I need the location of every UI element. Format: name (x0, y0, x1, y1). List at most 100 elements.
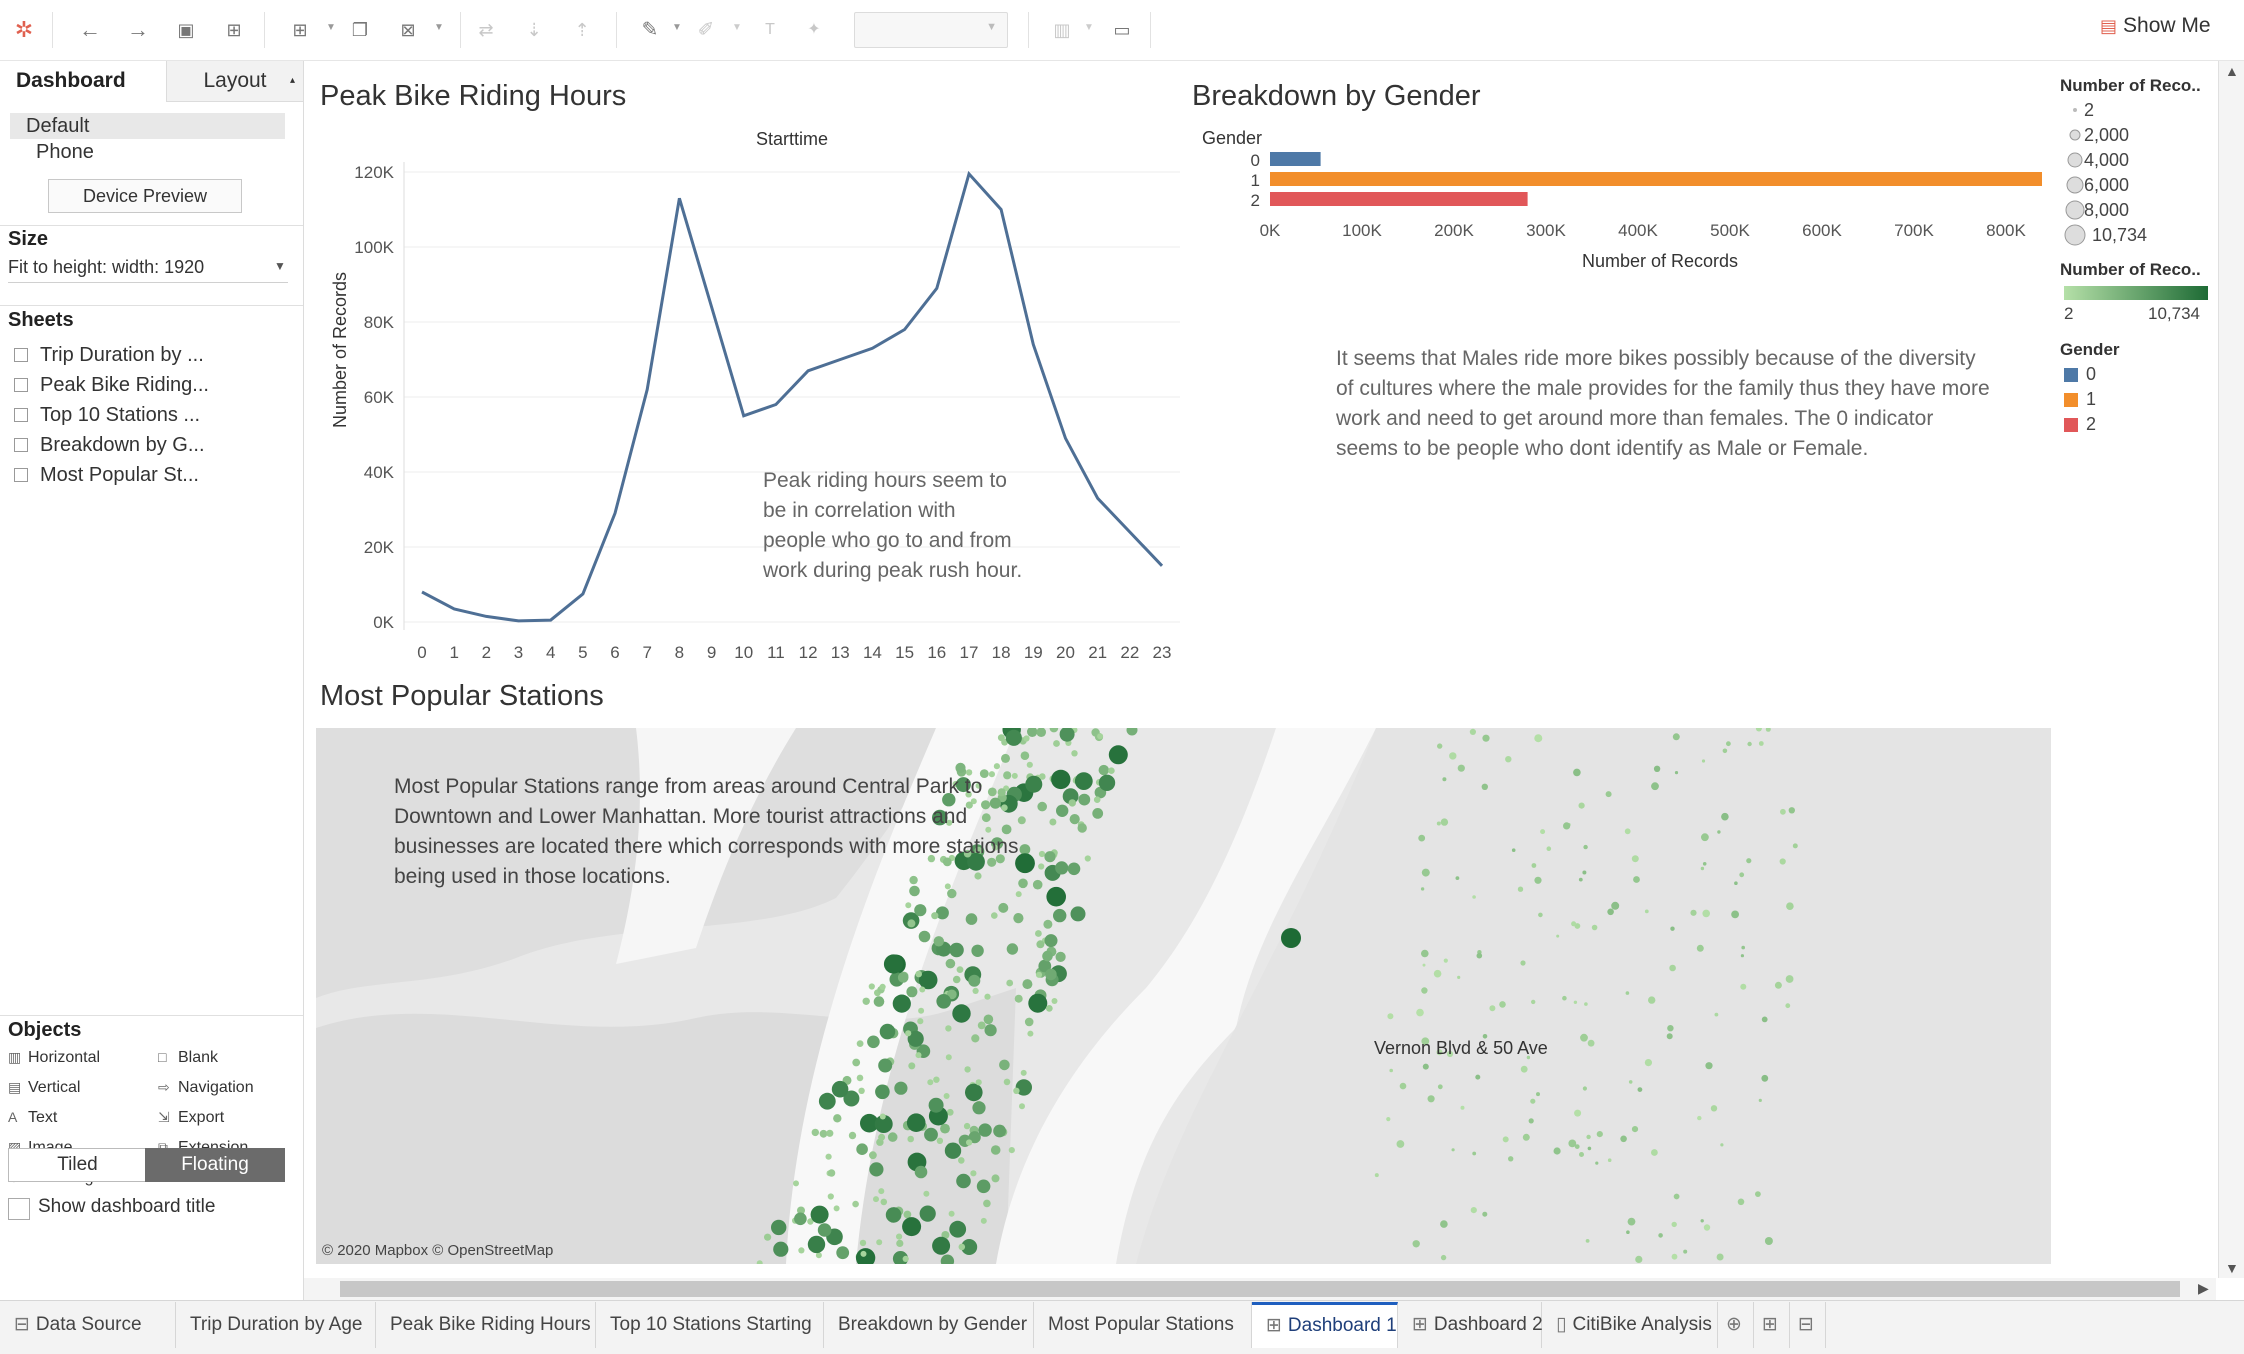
station-marker[interactable] (1508, 1156, 1514, 1162)
station-marker[interactable] (902, 1217, 922, 1237)
station-marker[interactable] (924, 1127, 938, 1142)
station-marker[interactable] (1071, 750, 1078, 757)
station-marker[interactable] (1702, 862, 1707, 866)
station-marker[interactable] (1045, 968, 1057, 981)
gender-swatch-0[interactable] (2064, 368, 2078, 382)
station-marker[interactable] (1534, 734, 1543, 743)
object-text[interactable]: A Text (8, 1109, 57, 1127)
station-marker[interactable] (825, 1153, 832, 1160)
station-marker[interactable] (978, 1123, 992, 1137)
station-marker[interactable] (797, 1206, 805, 1215)
station-marker[interactable] (859, 1239, 867, 1247)
station-marker[interactable] (1651, 782, 1659, 791)
station-marker[interactable] (858, 1087, 865, 1094)
station-marker[interactable] (992, 844, 998, 851)
station-marker[interactable] (1035, 930, 1042, 937)
station-marker[interactable] (1625, 991, 1630, 995)
station-marker[interactable] (1584, 1002, 1588, 1006)
station-marker[interactable] (883, 954, 904, 974)
station-marker[interactable] (1792, 843, 1798, 849)
show-me-button[interactable]: ▤ Show Me (2100, 14, 2211, 44)
station-marker[interactable] (1097, 733, 1104, 740)
station-marker[interactable] (918, 1007, 925, 1014)
object-vertical[interactable]: ▤ Vertical (8, 1079, 80, 1097)
station-marker[interactable] (1511, 848, 1516, 852)
station-marker[interactable] (965, 769, 973, 776)
station-marker[interactable] (931, 912, 939, 920)
station-marker[interactable] (1449, 752, 1457, 760)
station-marker[interactable] (1667, 1025, 1674, 1032)
station-marker[interactable] (856, 1074, 864, 1082)
station-marker[interactable] (970, 1170, 977, 1177)
station-marker[interactable] (794, 1212, 807, 1226)
station-marker[interactable] (1531, 863, 1537, 868)
station-marker[interactable] (810, 1205, 829, 1224)
station-marker[interactable] (990, 1145, 1001, 1155)
station-marker[interactable] (1440, 818, 1449, 826)
station-marker[interactable] (1779, 858, 1786, 865)
device-default[interactable]: Default (10, 113, 285, 139)
tab-top-10-stations[interactable]: Top 10 Stations Starting (596, 1302, 824, 1348)
bar-2[interactable] (1270, 192, 1528, 206)
size-dropdown[interactable]: Fit to height: width: 1920 (8, 257, 288, 283)
station-marker[interactable] (1067, 862, 1081, 876)
station-marker[interactable] (1418, 834, 1426, 842)
station-marker[interactable] (946, 819, 953, 826)
station-marker[interactable] (1421, 868, 1430, 877)
station-marker[interactable] (1635, 1255, 1643, 1263)
station-marker[interactable] (1726, 741, 1731, 747)
station-marker[interactable] (905, 902, 912, 909)
tableau-logo-icon[interactable]: ✲ (14, 17, 34, 42)
station-marker[interactable] (1098, 764, 1109, 776)
station-marker[interactable] (1074, 772, 1093, 790)
station-marker[interactable] (1046, 886, 1066, 907)
station-marker[interactable] (946, 1108, 954, 1116)
tab-peak-hours[interactable]: Peak Bike Riding Hours (376, 1302, 596, 1348)
station-marker[interactable] (1517, 886, 1524, 892)
station-marker[interactable] (908, 1062, 916, 1070)
station-marker[interactable] (773, 1241, 789, 1257)
station-marker[interactable] (975, 782, 982, 789)
station-marker[interactable] (977, 1021, 986, 1030)
station-marker[interactable] (1421, 987, 1428, 994)
station-marker[interactable] (1734, 881, 1738, 885)
station-marker[interactable] (1505, 756, 1512, 763)
station-marker[interactable] (965, 913, 978, 925)
station-marker[interactable] (885, 1207, 902, 1223)
station-marker[interactable] (943, 1093, 950, 1099)
station-marker[interactable] (1571, 921, 1577, 927)
station-marker[interactable] (1739, 872, 1745, 878)
station-marker[interactable] (952, 1004, 971, 1023)
station-marker[interactable] (1026, 761, 1033, 768)
station-marker[interactable] (1582, 870, 1587, 875)
tab-dashboard-1[interactable]: ⊞ Dashboard 1 (1252, 1302, 1398, 1348)
station-marker[interactable] (1093, 796, 1101, 803)
station-marker[interactable] (1015, 891, 1022, 898)
station-marker[interactable] (1579, 1152, 1584, 1157)
station-marker[interactable] (1716, 1253, 1724, 1261)
station-marker[interactable] (897, 972, 909, 983)
station-marker[interactable] (1701, 833, 1709, 842)
station-marker[interactable] (855, 1248, 876, 1264)
station-marker[interactable] (1721, 812, 1729, 821)
station-marker[interactable] (1764, 1237, 1773, 1245)
fit-icon[interactable]: ▥ (1053, 20, 1071, 40)
station-marker[interactable] (1780, 808, 1786, 815)
station-marker[interactable] (1671, 1253, 1678, 1260)
station-marker[interactable] (942, 857, 952, 867)
station-marker[interactable] (1422, 1063, 1429, 1070)
station-marker[interactable] (932, 809, 948, 826)
station-marker[interactable] (971, 944, 984, 957)
station-marker[interactable] (1482, 1034, 1488, 1039)
station-marker[interactable] (1001, 753, 1010, 763)
station-marker[interactable] (906, 1113, 926, 1132)
station-marker[interactable] (807, 1218, 814, 1225)
station-marker[interactable] (947, 888, 957, 899)
station-marker[interactable] (919, 1205, 936, 1222)
station-marker[interactable] (958, 1243, 966, 1251)
station-marker[interactable] (1053, 908, 1067, 923)
chevron-down-icon[interactable]: ▼ (326, 22, 336, 33)
station-marker[interactable] (970, 798, 977, 805)
station-marker[interactable] (764, 1233, 772, 1241)
station-marker[interactable] (1037, 801, 1047, 812)
